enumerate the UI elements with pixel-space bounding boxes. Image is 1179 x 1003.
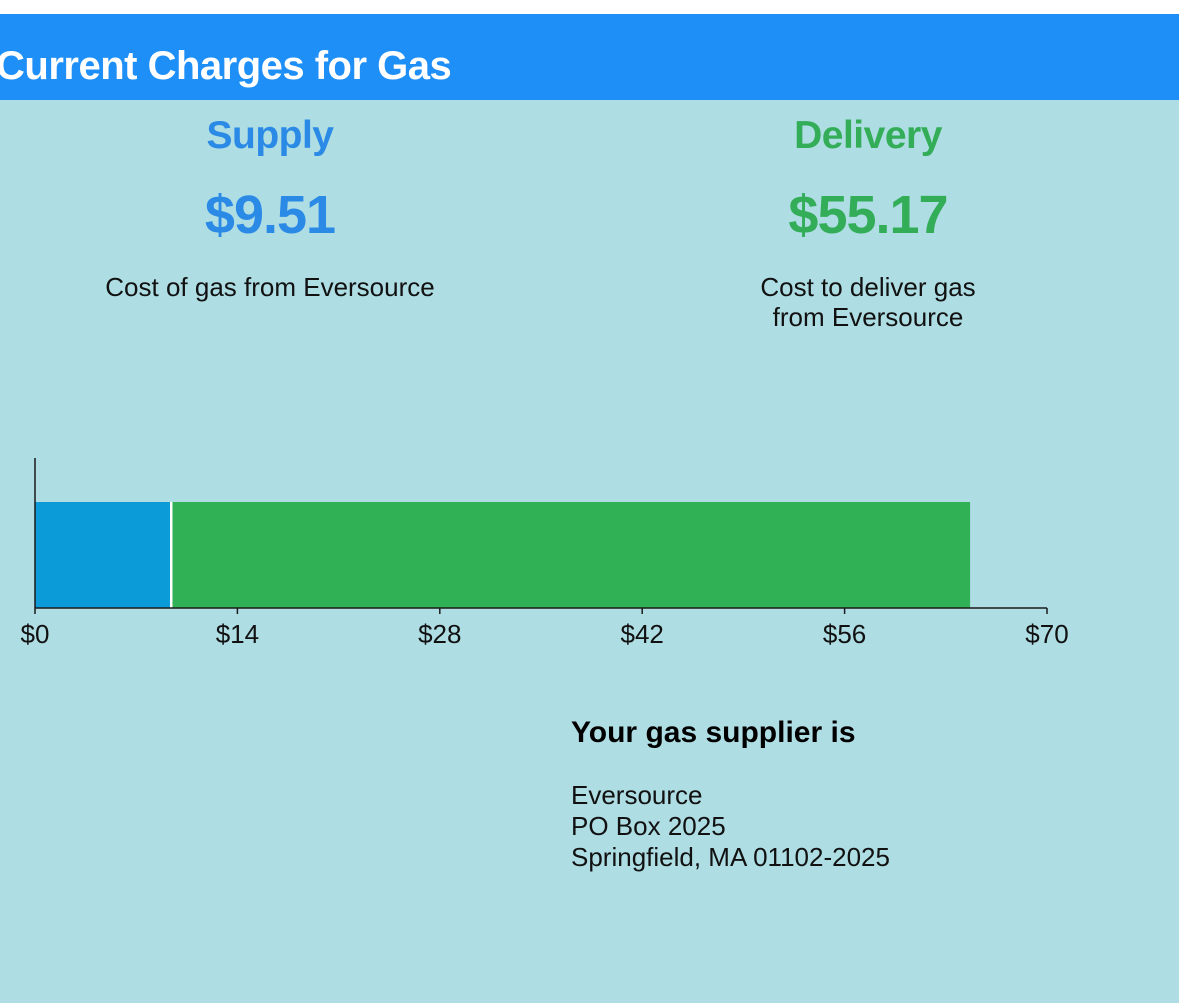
x-tick-label: $0 [21,619,50,649]
delivery-amount: $55.17 [788,185,948,245]
page-title: Current Charges for Gas [0,44,452,88]
x-tick-label: $14 [216,619,259,649]
header-banner: Current Charges for Gas [0,14,1179,100]
bar-supply [35,502,173,608]
delivery-description-line: from Eversource [772,302,964,332]
supply-label: Supply [206,114,334,157]
x-tick-label: $70 [1025,619,1068,649]
supply-amount: $9.51 [204,185,336,245]
delivery-label: Delivery [794,114,942,157]
bar-delivery [172,502,971,608]
supplier-name: Eversource [571,780,703,810]
delivery-description-line: Cost to deliver gas [760,272,976,302]
charges-bar-chart: $0 $14 $28 $42 $56 $70 [21,458,1069,649]
supply-description: Cost of gas from Eversource [105,272,435,302]
delivery-description: Cost to deliver gas from Eversource [668,272,1068,332]
supplier-city: Springfield, MA 01102-2025 [571,842,890,872]
supplier-heading: Your gas supplier is [571,716,856,749]
x-tick-label: $28 [418,619,461,649]
x-tick-label: $42 [621,619,664,649]
supplier-address: Eversource PO Box 2025 Springfield, MA 0… [571,780,890,873]
x-tick-label: $56 [823,619,866,649]
supplier-po-box: PO Box 2025 [571,811,726,841]
